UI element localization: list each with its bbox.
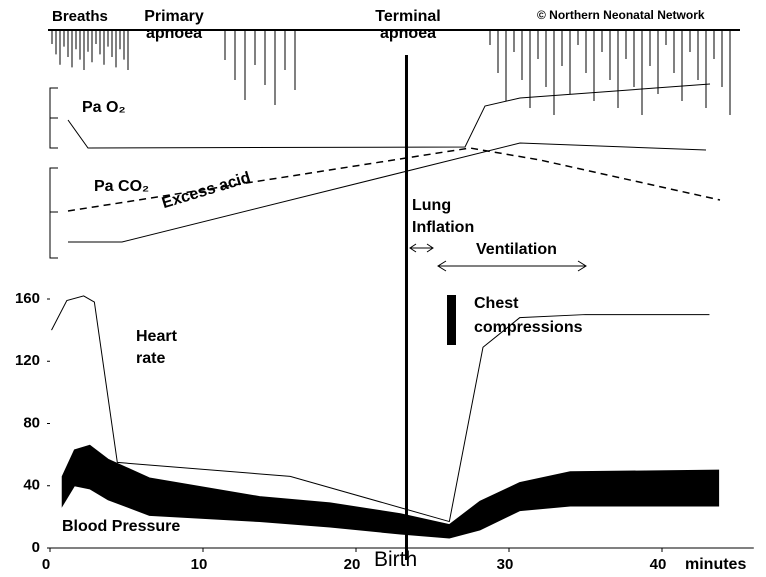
blood-pressure-label: Blood Pressure (62, 518, 181, 535)
pao2-label: Pa O₂ (82, 99, 126, 116)
terminal-apnoea-label: Terminal apnoea (375, 8, 441, 42)
primary-apnoea-label: Primary apnoea (144, 8, 204, 42)
x-tick-label: 0 (42, 556, 50, 573)
paco2-curve (67, 147, 721, 212)
ventilation-arrow (437, 260, 587, 272)
heart-rate-line (51, 295, 710, 523)
copyright: © Northern Neonatal Network (537, 8, 705, 22)
gas-axis-upper (49, 87, 58, 149)
heart-rate-label: Heart rate (136, 328, 177, 367)
x-tick-label: 30 (497, 556, 514, 573)
x-tick-label: 20 (344, 556, 361, 573)
chest-compressions-label: Chest compressions (474, 295, 583, 336)
breaths-label: Breaths (52, 8, 108, 25)
lung-inflation-label: Lung Inflation (412, 197, 475, 236)
breath-ticks (51, 30, 731, 115)
gas-axis-lower (49, 167, 58, 259)
y-tick-label: 80 (23, 414, 40, 431)
paco2-label: Pa CO₂ (94, 178, 150, 195)
birth-label: Birth (374, 548, 418, 571)
ventilation-label: Ventilation (476, 241, 557, 258)
lung-inflation-arrow (409, 243, 434, 253)
x-tick-label: 40 (650, 556, 667, 573)
excess-acid-curve (68, 142, 707, 243)
x-tick-label: 10 (191, 556, 208, 573)
y-tick-label: 160 (15, 290, 40, 307)
x-axis-label: minutes (685, 556, 747, 573)
y-tick-label: 120 (15, 352, 40, 369)
chest-compressions-bar (447, 295, 456, 345)
y-tick-label: 40 (23, 477, 40, 494)
blood-pressure-band (61, 444, 720, 539)
y-tick-label: 0 (32, 539, 40, 556)
pao2-curve (67, 83, 711, 149)
